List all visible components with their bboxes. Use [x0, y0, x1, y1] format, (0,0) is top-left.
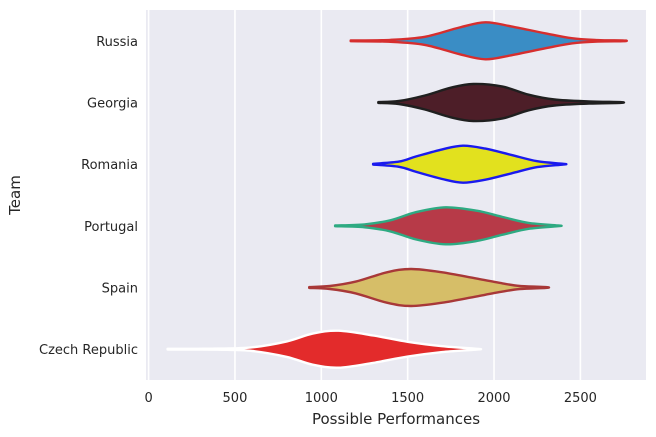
y-tick-label: Portugal — [84, 220, 138, 235]
violin-portugal — [333, 206, 563, 246]
y-axis-label: Team — [6, 175, 24, 216]
y-tick-label: Romania — [81, 158, 138, 173]
x-tick-label: 1500 — [391, 391, 424, 406]
y-tick-label: Georgia — [87, 97, 138, 112]
y-tick-label: Czech Republic — [39, 343, 138, 358]
violin-spain — [308, 267, 551, 308]
y-tick-label: Spain — [102, 282, 138, 297]
x-tick-label: 0 — [144, 391, 152, 406]
gridlines — [147, 10, 582, 380]
y-tick-labels: Russia Georgia Romania Portugal Spain Czech R… — [39, 35, 138, 358]
x-tick-labels: 0 500 1000 1500 2000 2500 — [144, 391, 596, 406]
violin-czech-republic — [166, 329, 483, 369]
violin-georgia — [377, 82, 626, 123]
plot-area — [146, 10, 646, 380]
x-tick-label: 500 — [223, 391, 248, 406]
x-tick-label: 1000 — [305, 391, 338, 406]
violins — [166, 21, 628, 369]
y-tick-label: Russia — [96, 35, 138, 50]
x-tick-label: 2000 — [477, 391, 510, 406]
violin-romania — [371, 144, 568, 184]
x-tick-label: 2500 — [564, 391, 597, 406]
violin-russia — [349, 21, 628, 61]
x-axis-label: Possible Performances — [312, 410, 480, 428]
